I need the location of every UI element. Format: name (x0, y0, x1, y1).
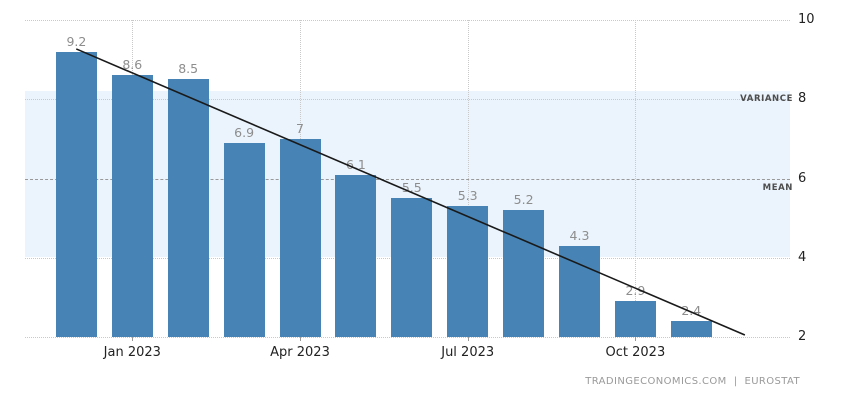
bar[interactable] (670, 321, 712, 337)
x-axis-label: Jul 2023 (441, 345, 495, 360)
bar-value-label: 7 (296, 120, 304, 136)
bar[interactable] (55, 51, 97, 337)
variance-label: VARIANCE (740, 94, 793, 105)
bar[interactable] (111, 75, 153, 337)
credit-separator: | (733, 376, 738, 387)
y-axis-label: 10 (798, 12, 815, 27)
plot-area: 9.2 8.6 8.5 6.9 7 6.1 5.5 5.3 5.2 4.3 2.9 2.4 (25, 20, 790, 338)
y-axis-label: 8 (798, 91, 807, 107)
bar-value-label: 9.2 (66, 33, 87, 49)
bar[interactable] (503, 210, 545, 337)
bar-value-label: 2.4 (681, 303, 702, 319)
y-axis-label: 4 (798, 249, 807, 265)
bar[interactable] (559, 245, 600, 337)
bar[interactable] (447, 206, 489, 337)
x-axis-label: Oct 2023 (605, 345, 666, 360)
source-credit: TRADINGECONOMICS.COM | EUROSTAT (585, 376, 800, 387)
y-gridline (25, 337, 790, 338)
bar[interactable] (391, 198, 433, 337)
x-axis-tick (467, 337, 469, 341)
bar-value-label: 5.2 (513, 192, 534, 208)
bar-value-label: 8.6 (122, 57, 143, 73)
credit-source: EUROSTAT (744, 376, 800, 387)
bar-value-label: 6.9 (234, 124, 255, 140)
bar[interactable] (223, 142, 265, 337)
bar-value-label: 4.3 (569, 227, 590, 243)
bar[interactable] (335, 174, 377, 337)
y-gridline (25, 20, 790, 21)
x-axis-label: Apr 2023 (270, 345, 330, 360)
mean-label: MEAN (762, 182, 793, 193)
bar-value-label: 8.5 (178, 61, 199, 77)
bar[interactable] (167, 79, 209, 337)
bar[interactable] (614, 301, 656, 337)
x-axis-tick (300, 337, 301, 341)
credit-site: TRADINGECONOMICS.COM (585, 376, 727, 387)
bar-value-label: 5.3 (457, 188, 478, 204)
x-axis-tick (635, 337, 637, 341)
bar[interactable] (279, 138, 321, 337)
bar-value-label: 6.1 (345, 156, 366, 172)
bar-value-label: 5.5 (401, 180, 422, 196)
x-axis-tick (132, 337, 134, 341)
y-axis-label: 2 (798, 329, 807, 344)
x-axis-label: Jan 2023 (103, 345, 161, 360)
bar-value-label: 2.9 (625, 283, 646, 299)
y-axis-label: 6 (798, 170, 807, 186)
